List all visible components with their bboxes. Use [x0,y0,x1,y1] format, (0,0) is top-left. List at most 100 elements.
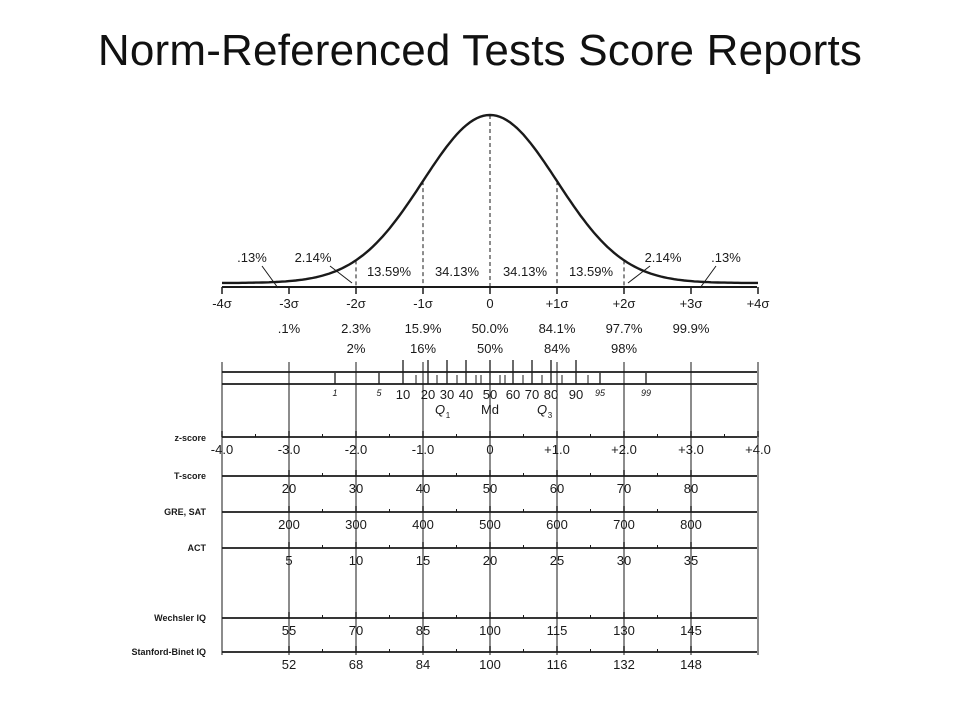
area-percent-label: 13.59% [367,264,412,279]
cumulative-percent-label: 50.0% [472,321,509,336]
percentile-label: 95 [595,388,606,398]
scale-value-label: 145 [680,623,702,638]
quartile-label: Q [537,402,547,417]
percentile-label: 50 [483,387,497,402]
area-percent-label: 2.14% [645,250,682,265]
sigma-label: +2σ [613,296,636,311]
scale-value-label: 70 [617,481,631,496]
sigma-label: +1σ [546,296,569,311]
scale-value-label: 80 [684,481,698,496]
scale-value-label: -3.0 [278,442,300,457]
area-percent-label: .13% [711,250,741,265]
area-percent-label: 34.13% [503,264,548,279]
percentile-label: 30 [440,387,454,402]
area-percent-label: 13.59% [569,264,614,279]
cumulative-percent-label: 2.3% [341,321,371,336]
percentile-label: 1 [332,388,337,398]
scale-value-label: 5 [285,553,292,568]
scale-value-label: 84 [416,657,430,672]
cumulative-rounded-label: 50% [477,341,503,356]
scale-value-label: -1.0 [412,442,434,457]
cumulative-rounded-label: 16% [410,341,436,356]
scale-value-label: 35 [684,553,698,568]
scale-value-label: 600 [546,517,568,532]
scale-name-label: T-score [174,471,206,481]
scale-value-label: 50 [483,481,497,496]
scale-name-label: Wechsler IQ [154,613,206,623]
percentile-label: 5 [376,388,382,398]
scale-value-label: 132 [613,657,635,672]
scale-value-label: 10 [349,553,363,568]
cumulative-percent-label: .1% [278,321,301,336]
cumulative-rounded-label: 2% [347,341,366,356]
scale-name-label: ACT [188,543,207,553]
scale-value-label: 115 [547,623,568,638]
scale-value-label: 30 [349,481,363,496]
scale-value-label: 15 [416,553,430,568]
scale-value-label: +3.0 [678,442,704,457]
percentile-label: 70 [525,387,539,402]
percent-leader-line [627,265,651,284]
scale-name-label: Stanford-Binet IQ [132,647,207,657]
sigma-label: -2σ [346,296,366,311]
percentile-label: 80 [544,387,558,402]
percent-leader-line [261,265,279,289]
percentile-label: 10 [396,387,410,402]
sigma-label: 0 [486,296,493,311]
scale-value-label: 500 [479,517,501,532]
quartile-label: Md [481,402,499,417]
sigma-label: -1σ [413,296,433,311]
quartile-subscript: 1 [446,411,451,420]
scale-value-label: 85 [416,623,430,638]
scale-value-label: 700 [613,517,635,532]
scale-value-label: 70 [349,623,363,638]
percentile-label: 90 [569,387,583,402]
scale-value-label: 30 [617,553,631,568]
scale-value-label: 55 [282,623,296,638]
scale-value-label: 200 [278,517,300,532]
area-percent-label: 34.13% [435,264,480,279]
cumulative-percent-label: 15.9% [405,321,442,336]
scale-value-label: 116 [547,657,568,672]
scale-value-label: 130 [613,623,635,638]
cumulative-percent-label: 84.1% [539,321,576,336]
scale-value-label: 400 [412,517,434,532]
scale-value-label: +1.0 [544,442,570,457]
percentile-label: 60 [506,387,520,402]
cumulative-percent-label: 97.7% [606,321,643,336]
percentile-label: 99 [641,388,651,398]
scale-name-label: z-score [174,433,206,443]
scale-value-label: 0 [486,442,493,457]
cumulative-rounded-label: 98% [611,341,637,356]
scale-name-label: GRE, SAT [164,507,206,517]
scale-value-label: 300 [345,517,367,532]
percentile-label: 40 [459,387,473,402]
scale-value-label: 68 [349,657,363,672]
percentile-label: 20 [421,387,435,402]
sigma-label: +3σ [680,296,703,311]
scale-value-label: 25 [550,553,564,568]
sigma-label: -3σ [279,296,299,311]
cumulative-percent-label: 99.9% [673,321,710,336]
slide-title: Norm-Referenced Tests Score Reports [97,26,863,75]
sigma-label: -4σ [212,296,232,311]
scale-value-label: 40 [416,481,430,496]
cumulative-rounded-label: 84% [544,341,570,356]
scale-value-label: 52 [282,657,296,672]
scale-value-label: 800 [680,517,702,532]
scale-value-label: -4.0 [211,442,233,457]
percent-leader-line [699,265,717,289]
quartile-label: Q [435,402,445,417]
scale-value-label: 100 [479,657,501,672]
quartile-subscript: 3 [548,411,553,420]
scale-value-label: +4.0 [745,442,771,457]
scale-value-label: -2.0 [345,442,367,457]
scale-value-label: 100 [479,623,501,638]
sigma-label: +4σ [747,296,770,311]
scale-value-label: 60 [550,481,564,496]
scale-value-label: 148 [680,657,702,672]
area-percent-label: 2.14% [295,250,332,265]
area-percent-label: .13% [237,250,267,265]
percent-leader-line [329,265,353,284]
